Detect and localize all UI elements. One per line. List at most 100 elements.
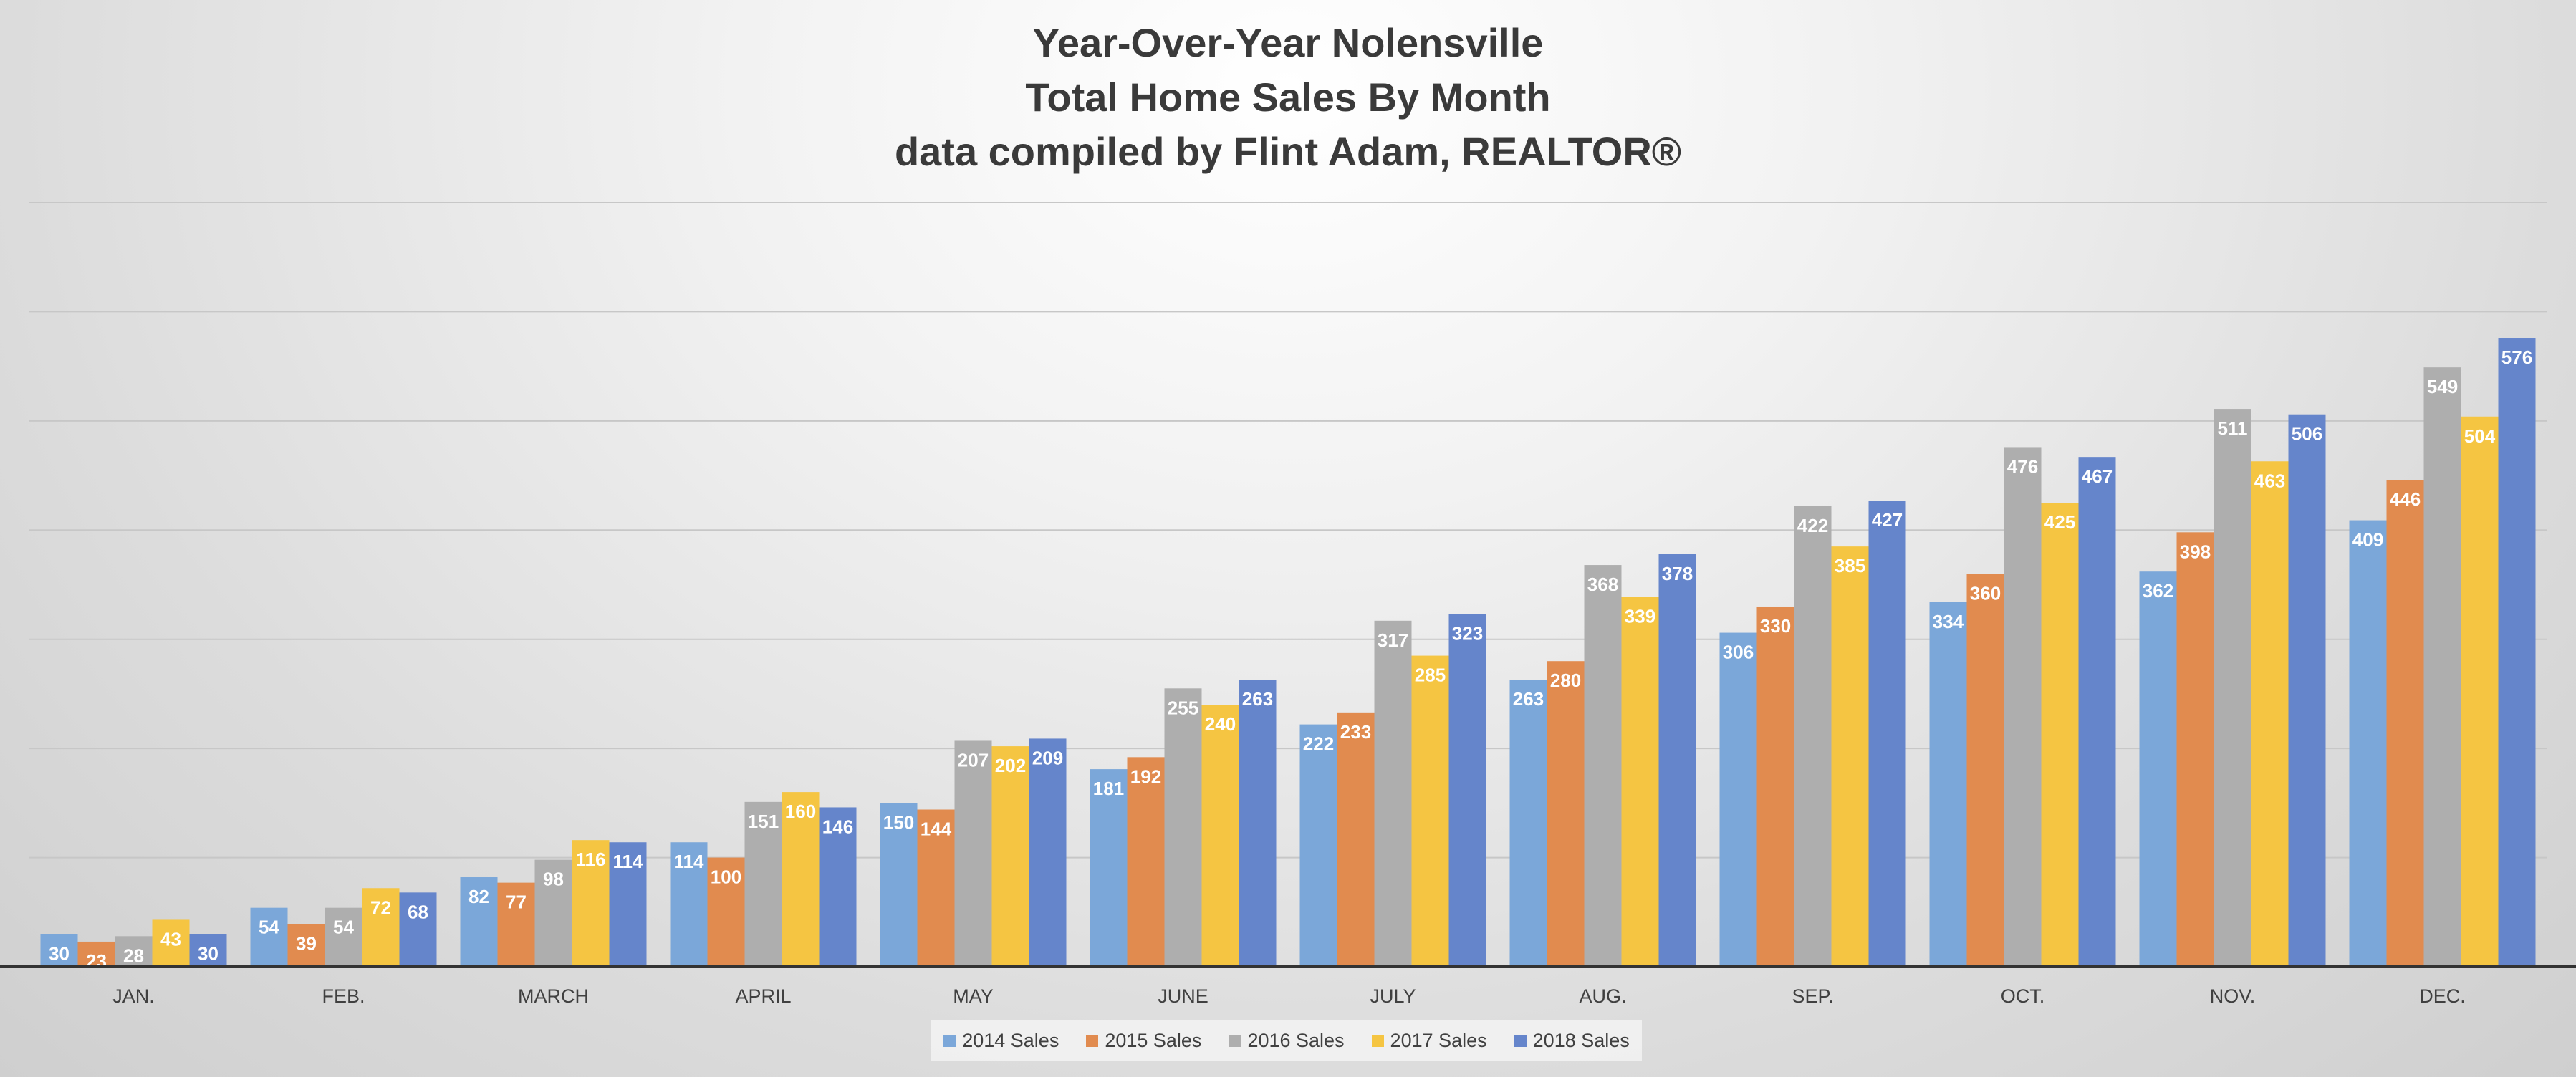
bar [2041, 503, 2079, 967]
bar [1239, 680, 1277, 967]
data-label: 160 [785, 801, 816, 822]
bar [1756, 606, 1794, 967]
legend-swatch-2016 [1229, 1034, 1241, 1047]
x-tick-label: MARCH [518, 985, 589, 1007]
data-label: 240 [1205, 713, 1236, 735]
bar [1374, 620, 1412, 967]
x-tick-label: JAN. [112, 985, 155, 1007]
bar [917, 809, 955, 967]
data-label: 511 [2218, 417, 2248, 439]
data-label: 427 [1872, 509, 1903, 531]
legend-label-2017: 2017 Sales [1390, 1029, 1487, 1051]
data-label: 504 [2464, 425, 2496, 447]
data-label: 398 [2180, 541, 2211, 562]
bar [1868, 501, 1906, 967]
data-label: 576 [2501, 347, 2532, 368]
bar [572, 840, 610, 967]
data-label: 150 [883, 811, 914, 833]
bar [2139, 571, 2177, 967]
data-label: 202 [995, 755, 1026, 776]
data-label: 467 [2082, 465, 2113, 487]
x-tick-label: SEP. [1792, 985, 1833, 1007]
data-label: 330 [1760, 615, 1791, 637]
data-label: 317 [1378, 629, 1408, 651]
bar [2386, 480, 2424, 967]
data-label: 77 [506, 892, 527, 913]
bar [534, 859, 572, 967]
bar [115, 936, 153, 967]
data-label: 181 [1093, 778, 1124, 799]
bar [497, 882, 535, 967]
bar [744, 801, 782, 967]
data-label: 233 [1340, 721, 1371, 743]
data-label: 549 [2427, 376, 2458, 397]
data-label: 422 [1797, 515, 1828, 536]
bar [287, 924, 325, 967]
bar [1127, 757, 1165, 967]
data-label: 323 [1452, 623, 1483, 644]
legend: 2014 Sales 2015 Sales 2016 Sales 2017 Sa… [931, 1020, 1642, 1061]
data-label: 72 [370, 897, 391, 918]
data-label: 192 [1130, 766, 1161, 787]
data-label: 378 [1662, 563, 1693, 584]
bar [250, 907, 288, 967]
bar [1201, 705, 1239, 967]
legend-label-2015: 2015 Sales [1105, 1029, 1202, 1051]
legend-swatch-2018 [1514, 1034, 1527, 1047]
data-label: 28 [123, 945, 144, 966]
data-label: 334 [1933, 611, 1964, 632]
data-label: 151 [748, 811, 779, 832]
x-tick-label: FEB. [322, 985, 365, 1007]
chart-title: Year-Over-Year Nolensville Total Home Sa… [0, 16, 2576, 179]
data-label: 463 [2254, 470, 2285, 491]
data-label: 446 [2390, 488, 2421, 510]
bar [782, 792, 820, 967]
bar [670, 842, 708, 967]
data-label: 255 [1168, 697, 1198, 718]
bar [991, 746, 1029, 967]
title-line-2: Total Home Sales By Month [1025, 74, 1551, 120]
data-label: 54 [259, 917, 279, 938]
data-label: 114 [613, 851, 643, 872]
x-tick-label: MAY [953, 985, 994, 1007]
bar [707, 857, 745, 967]
title-line-3: data compiled by Flint Adam, REALTOR® [894, 129, 1682, 174]
data-label: 222 [1303, 733, 1334, 755]
data-label: 306 [1723, 642, 1754, 663]
x-tick-label: JULY [1370, 985, 1416, 1007]
data-label: 23 [86, 950, 107, 972]
data-label: 82 [468, 886, 489, 907]
bar [2423, 367, 2461, 967]
data-label: 100 [711, 866, 741, 888]
legend-swatch-2015 [1086, 1034, 1099, 1047]
bar [2214, 409, 2251, 967]
legend-label-2018: 2018 Sales [1532, 1029, 1630, 1051]
x-tick-label: JUNE [1158, 985, 1208, 1007]
bar [1090, 769, 1128, 967]
bar [1621, 597, 1659, 967]
data-label: 425 [2044, 511, 2075, 533]
data-label: 362 [2143, 580, 2173, 602]
bar [1448, 614, 1486, 967]
bar [1966, 574, 2004, 967]
bar [325, 907, 362, 967]
bar [1584, 565, 1622, 967]
bar [609, 842, 647, 967]
data-label: 30 [198, 942, 218, 964]
data-label: 114 [674, 851, 704, 872]
bar [2349, 520, 2387, 967]
bar [1029, 738, 1067, 967]
legend-item-2018: 2018 Sales [1514, 1030, 1630, 1052]
data-label: 146 [822, 816, 853, 837]
bar [2288, 414, 2326, 967]
data-label: 506 [2292, 423, 2322, 445]
data-label: 368 [1587, 574, 1618, 595]
x-tick-label: AUG. [1579, 985, 1626, 1007]
bar [1509, 680, 1547, 967]
data-label: 144 [921, 818, 952, 840]
bar [2004, 447, 2042, 967]
legend-item-2015: 2015 Sales [1086, 1030, 1201, 1052]
legend-item-2017: 2017 Sales [1371, 1029, 1487, 1052]
